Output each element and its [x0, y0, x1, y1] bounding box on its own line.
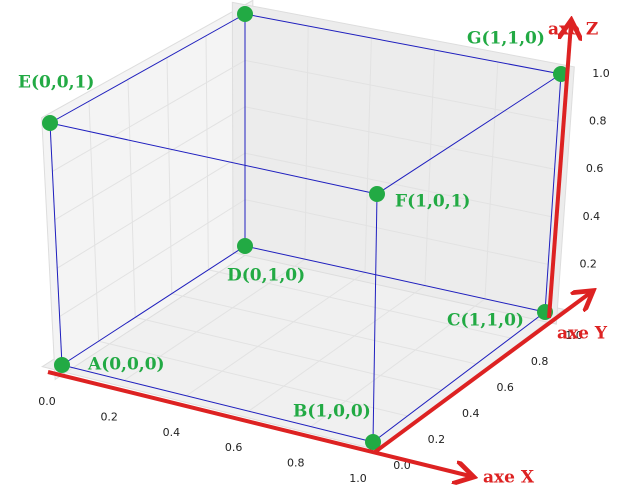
point-label: A(0,0,0) — [87, 355, 165, 375]
cube-edge — [372, 311, 546, 443]
x-tick-label: 0.4 — [163, 426, 181, 439]
z-arrow — [547, 24, 571, 319]
x-tick-label: 0.8 — [287, 457, 305, 470]
cube-edge — [372, 193, 378, 443]
y-tick-label: 1.0 — [565, 329, 583, 342]
z-axis-annotation: axe Z — [548, 20, 598, 40]
cube-edge — [61, 245, 246, 366]
back-pane — [231, 1, 575, 325]
z-tick-label: 0.4 — [583, 210, 601, 223]
cube-edge — [544, 73, 562, 313]
left-pane — [41, 0, 254, 381]
cube-edge — [49, 122, 63, 366]
point — [54, 357, 70, 373]
x-arrow — [47, 370, 470, 476]
point — [369, 186, 385, 202]
cube-edge — [49, 13, 246, 124]
point — [237, 6, 253, 22]
y-tick-label: 0.2 — [428, 433, 446, 446]
y-arrow — [373, 293, 590, 454]
y-tick-label: 0.8 — [531, 355, 549, 368]
cube-edge — [244, 245, 546, 313]
cube-edge — [244, 13, 562, 75]
point — [365, 434, 381, 450]
cube-edge — [376, 73, 562, 195]
z-tick-label: 0.2 — [579, 257, 597, 270]
point-label: F(1,0,1) — [395, 192, 470, 212]
z-tick-label: 1.0 — [592, 67, 610, 80]
x-tick-label: 0.2 — [100, 410, 118, 423]
x-axis-annotation: axe X — [483, 468, 535, 488]
point-label: D(0,1,0) — [227, 266, 305, 286]
point — [42, 115, 58, 131]
marks: 0.00.20.40.60.81.00.00.20.40.60.81.00.20… — [18, 6, 610, 485]
point — [237, 238, 253, 254]
z-tick-label: 0.8 — [589, 115, 607, 128]
point-label: G(1,1,0) — [467, 29, 545, 49]
y-tick-label: 0.4 — [462, 407, 480, 420]
panes — [40, 0, 575, 451]
z-tick-label: 0.6 — [586, 162, 604, 175]
cube-edge — [49, 122, 378, 195]
x-tick-label: 0.0 — [38, 395, 56, 408]
y-tick-label: 0.6 — [496, 381, 514, 394]
y-axis-annotation: axe Y — [557, 324, 608, 344]
cube-edge — [61, 364, 374, 443]
edges — [49, 13, 562, 443]
point-label: E(0,0,1) — [18, 73, 94, 93]
x-tick-label: 0.6 — [225, 441, 243, 454]
point-label: C(1,1,0) — [447, 311, 524, 331]
point-label: B(1,0,0) — [293, 402, 371, 422]
x-tick-label: 1.0 — [349, 472, 367, 485]
